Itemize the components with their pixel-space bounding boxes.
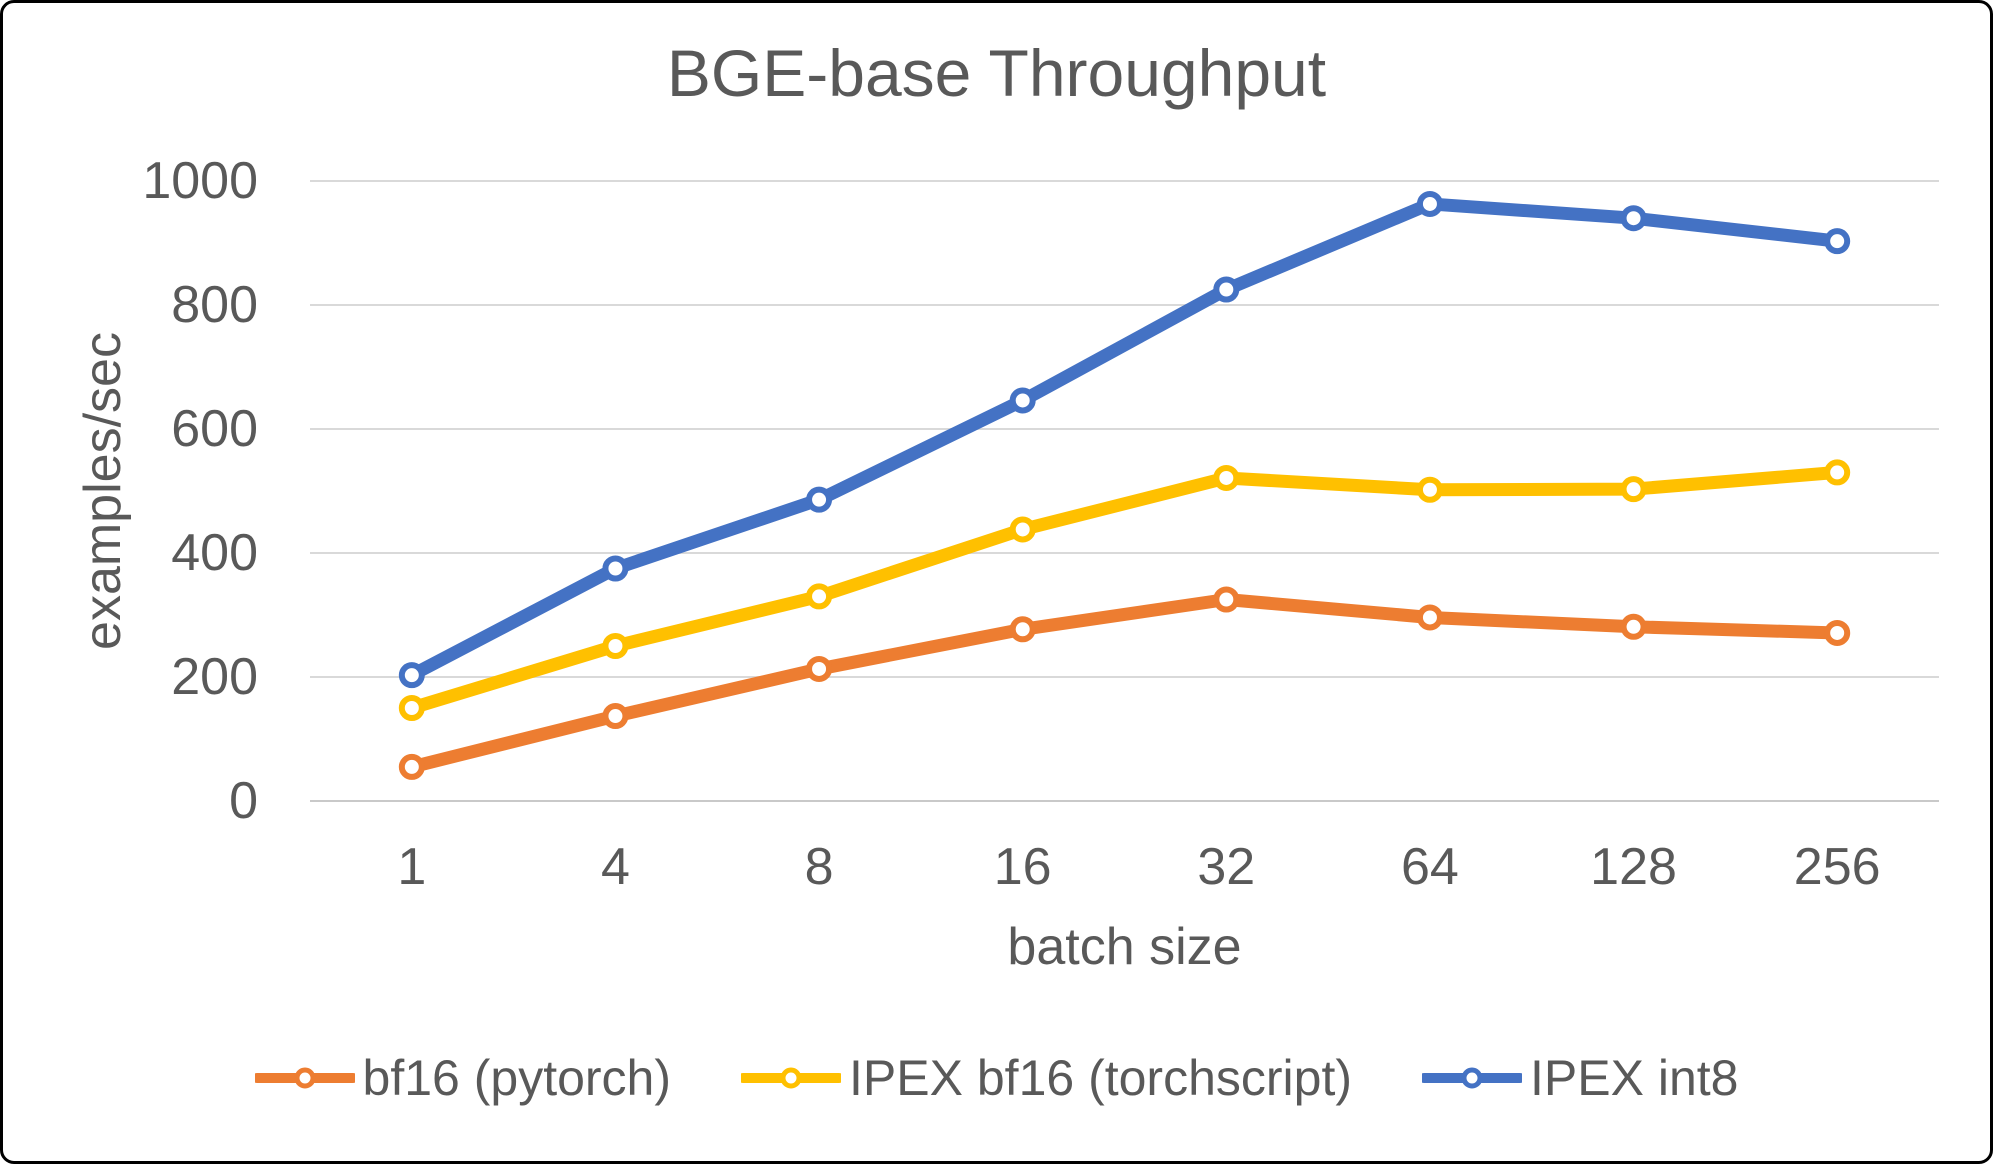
marker-bf16-pytorch-8: [806, 655, 833, 682]
legend-label: bf16 (pytorch): [362, 1050, 672, 1106]
y-tick-400: 400: [171, 524, 258, 582]
y-tick-600: 600: [171, 400, 258, 458]
marker-ipex-int8-64: [1416, 190, 1443, 217]
plot-area: [310, 180, 1939, 802]
marker-ipex-bf16-torchscript-256: [1824, 459, 1851, 486]
y-tick-1000: 1000: [142, 152, 258, 210]
series-line-ipex-bf16-torchscript: [405, 465, 1844, 715]
x-tick-4: 4: [600, 838, 630, 896]
series-line-ipex-int8: [405, 197, 1844, 682]
legend-item-ipex-bf16-torchscript: IPEX bf16 (torchscript): [741, 1053, 1352, 1103]
x-tick-64: 64: [1401, 838, 1459, 896]
y-tick-200: 200: [171, 648, 258, 706]
legend-swatch-ipex-bf16-torchscript: [741, 1067, 842, 1089]
legend-marker: [294, 1067, 316, 1089]
legend-item-ipex-int8: IPEX int8: [1422, 1053, 1738, 1103]
chart-title: BGE-base Throughput: [666, 36, 1327, 110]
x-tick-128: 128: [1590, 838, 1677, 896]
marker-ipex-bf16-torchscript-32: [1213, 464, 1240, 491]
x-tick-16: 16: [993, 838, 1052, 896]
marker-ipex-bf16-torchscript-128: [1620, 476, 1647, 503]
marker-ipex-int8-4: [602, 555, 629, 582]
legend-item-bf16-pytorch: bf16 (pytorch): [254, 1050, 672, 1106]
legend-swatch-ipex-int8: [1422, 1067, 1522, 1089]
x-tick-1: 1: [397, 838, 427, 896]
marker-ipex-int8-1: [398, 662, 425, 689]
marker-ipex-int8-32: [1213, 276, 1240, 303]
legend-swatch-bf16-pytorch: [254, 1067, 355, 1089]
legend-marker: [1461, 1067, 1483, 1089]
legend-label: IPEX int8: [1530, 1050, 1739, 1106]
marker-ipex-bf16-torchscript-64: [1416, 476, 1443, 503]
x-tick-256: 256: [1793, 838, 1881, 896]
marker-ipex-bf16-torchscript-4: [602, 633, 629, 659]
marker-ipex-int8-256: [1824, 228, 1851, 255]
y-tick-800: 800: [171, 276, 258, 334]
marker-ipex-int8-8: [806, 486, 833, 513]
marker-bf16-pytorch-16: [1009, 616, 1036, 643]
marker-ipex-bf16-torchscript-16: [1009, 516, 1036, 543]
marker-bf16-pytorch-64: [1416, 604, 1443, 631]
marker-ipex-bf16-torchscript-8: [806, 583, 833, 610]
marker-ipex-int8-16: [1009, 387, 1036, 414]
legend-label: IPEX bf16 (torchscript): [849, 1050, 1352, 1106]
series-line-bf16-pytorch: [405, 593, 1844, 774]
legend: bf16 (pytorch) IPEX bf16 (torchscript) IPE…: [3, 1053, 1990, 1103]
marker-bf16-pytorch-256: [1824, 619, 1851, 646]
marker-ipex-bf16-torchscript-1: [398, 695, 425, 721]
x-tick-32: 32: [1197, 838, 1256, 896]
x-axis-title: batch size: [1007, 918, 1242, 976]
marker-ipex-int8-128: [1620, 205, 1647, 232]
marker-bf16-pytorch-128: [1620, 613, 1647, 640]
marker-bf16-pytorch-4: [602, 703, 629, 730]
legend-marker: [780, 1067, 802, 1089]
y-tick-0: 0: [229, 772, 258, 830]
marker-bf16-pytorch-1: [398, 753, 425, 780]
x-tick-8: 8: [804, 838, 834, 896]
marker-bf16-pytorch-32: [1213, 586, 1240, 613]
